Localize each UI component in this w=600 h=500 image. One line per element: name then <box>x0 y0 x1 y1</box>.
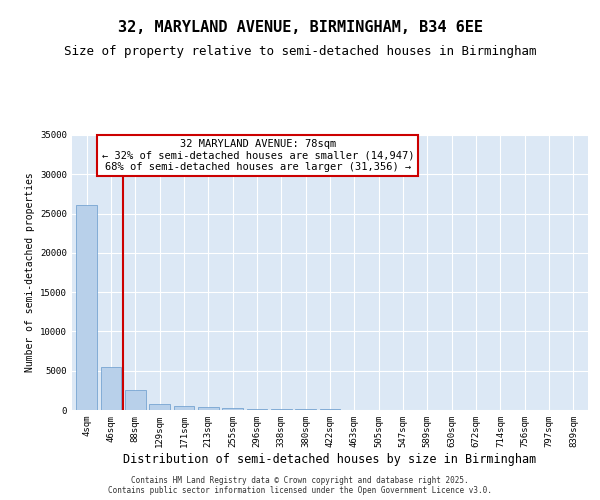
Text: Contains HM Land Registry data © Crown copyright and database right 2025.
Contai: Contains HM Land Registry data © Crown c… <box>108 476 492 495</box>
Bar <box>125 390 146 410</box>
Text: Size of property relative to semi-detached houses in Birmingham: Size of property relative to semi-detach… <box>64 45 536 58</box>
Bar <box>198 407 218 410</box>
Bar <box>101 367 121 410</box>
Bar <box>247 408 268 410</box>
Bar <box>76 205 97 410</box>
Bar <box>149 404 170 410</box>
Bar <box>222 408 243 410</box>
Text: 32 MARYLAND AVENUE: 78sqm
← 32% of semi-detached houses are smaller (14,947)
68%: 32 MARYLAND AVENUE: 78sqm ← 32% of semi-… <box>101 139 414 172</box>
Y-axis label: Number of semi-detached properties: Number of semi-detached properties <box>25 172 35 372</box>
Text: 32, MARYLAND AVENUE, BIRMINGHAM, B34 6EE: 32, MARYLAND AVENUE, BIRMINGHAM, B34 6EE <box>118 20 482 35</box>
X-axis label: Distribution of semi-detached houses by size in Birmingham: Distribution of semi-detached houses by … <box>124 452 536 466</box>
Bar <box>173 406 194 410</box>
Bar <box>271 409 292 410</box>
